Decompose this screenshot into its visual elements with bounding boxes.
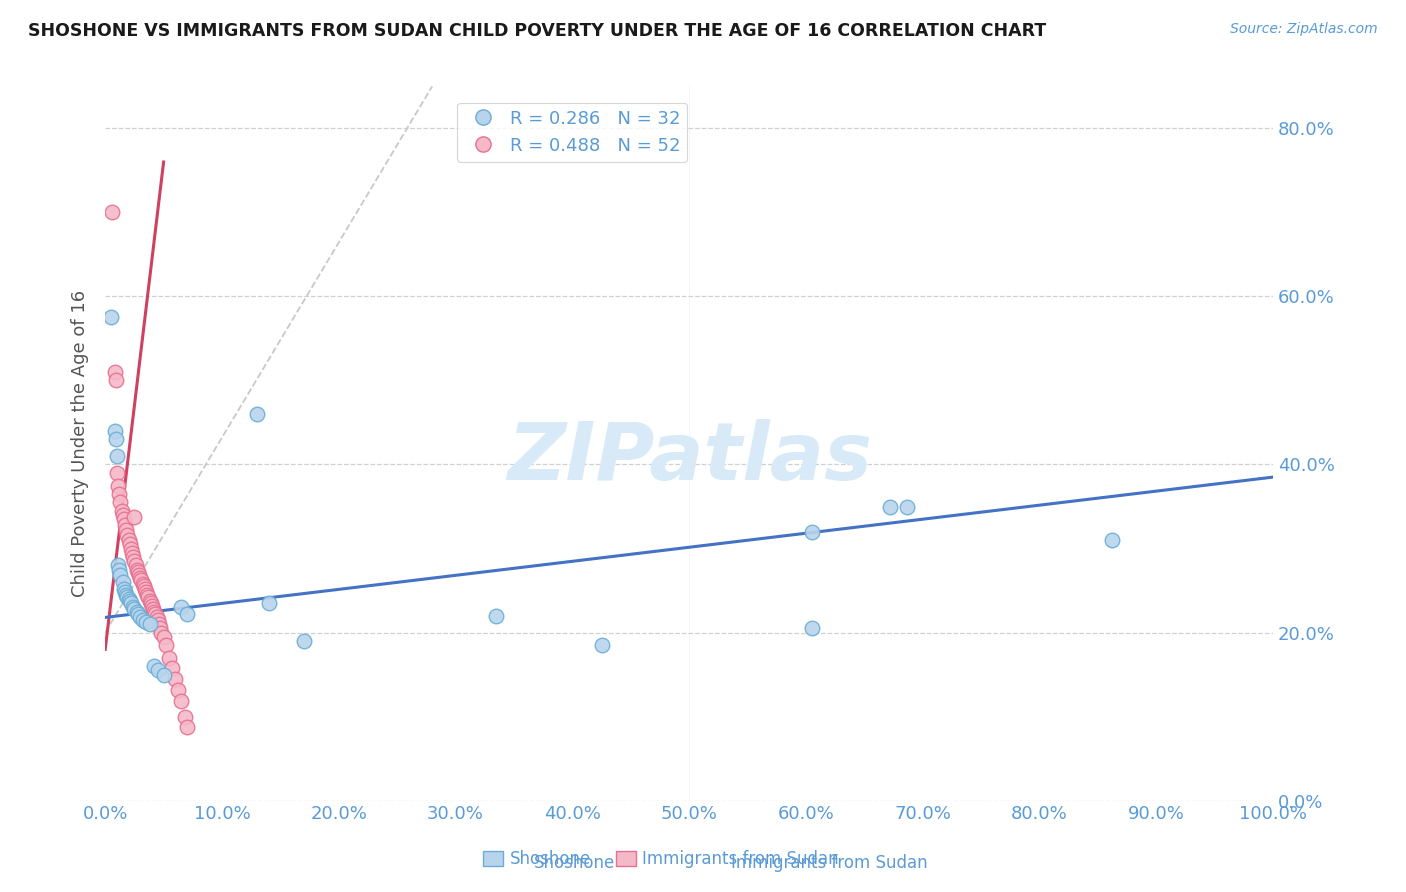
Point xyxy=(124,509,146,524)
Point xyxy=(1101,533,1123,548)
Point xyxy=(148,617,170,632)
Point xyxy=(110,568,132,582)
Point xyxy=(166,682,188,697)
Point xyxy=(118,593,141,607)
Point xyxy=(120,596,142,610)
Point xyxy=(114,585,136,599)
Point xyxy=(591,638,613,652)
Text: SHOSHONE VS IMMIGRANTS FROM SUDAN CHILD POVERTY UNDER THE AGE OF 16 CORRELATION : SHOSHONE VS IMMIGRANTS FROM SUDAN CHILD … xyxy=(28,22,1046,40)
Point xyxy=(142,602,165,616)
Point xyxy=(146,664,169,678)
Point xyxy=(145,607,167,621)
Point xyxy=(115,523,138,537)
Point xyxy=(800,524,823,539)
Point xyxy=(165,672,187,686)
Point xyxy=(800,621,823,635)
Point xyxy=(117,591,139,606)
Point xyxy=(136,588,159,602)
Point xyxy=(134,582,156,596)
Point xyxy=(150,625,173,640)
Point xyxy=(104,374,127,388)
Point xyxy=(143,605,166,619)
Point xyxy=(146,613,169,627)
Point xyxy=(120,541,142,556)
Point xyxy=(131,577,153,591)
Point xyxy=(122,600,145,615)
Point xyxy=(108,562,131,576)
Text: Immigrants from Sudan: Immigrants from Sudan xyxy=(731,855,928,872)
Point xyxy=(139,596,162,610)
Point xyxy=(129,610,152,624)
Point xyxy=(105,449,128,463)
Point xyxy=(896,500,918,514)
Point xyxy=(292,634,315,648)
Point xyxy=(138,617,160,632)
Point xyxy=(149,621,172,635)
Point xyxy=(125,562,148,576)
Point xyxy=(485,608,508,623)
Point xyxy=(131,613,153,627)
Point xyxy=(135,585,157,599)
Point xyxy=(112,582,135,596)
Point xyxy=(101,205,124,219)
Y-axis label: Child Poverty Under the Age of 16: Child Poverty Under the Age of 16 xyxy=(72,290,89,597)
Legend: Shoshone, Immigrants from Sudan: Shoshone, Immigrants from Sudan xyxy=(477,844,845,875)
Point xyxy=(159,650,181,665)
Legend: R = 0.286   N = 32, R = 0.488   N = 52: R = 0.286 N = 32, R = 0.488 N = 52 xyxy=(457,103,688,162)
Point xyxy=(141,599,163,613)
Point xyxy=(127,607,149,621)
Point xyxy=(127,565,149,579)
Point xyxy=(111,508,134,522)
Point xyxy=(105,466,128,480)
Point xyxy=(111,575,134,590)
Point xyxy=(117,528,139,542)
Point xyxy=(152,630,174,644)
Point xyxy=(125,605,148,619)
Point xyxy=(118,537,141,551)
Point xyxy=(124,602,146,616)
Point xyxy=(246,407,269,421)
Point xyxy=(112,512,135,526)
Text: Shoshone: Shoshone xyxy=(534,855,616,872)
Point xyxy=(122,549,145,564)
Point xyxy=(121,546,143,560)
Point xyxy=(107,558,129,573)
Text: ZIPatlas: ZIPatlas xyxy=(506,418,872,497)
Point xyxy=(103,424,125,438)
Point xyxy=(131,574,153,588)
Point xyxy=(138,591,160,605)
Point xyxy=(128,568,150,582)
Point xyxy=(100,310,122,325)
Point xyxy=(138,593,160,607)
Point xyxy=(152,667,174,681)
Point xyxy=(879,500,901,514)
Point xyxy=(117,533,139,548)
Point xyxy=(108,487,131,501)
Point xyxy=(135,615,157,630)
Point xyxy=(103,365,125,379)
Point xyxy=(176,720,198,734)
Point xyxy=(107,478,129,492)
Point xyxy=(132,579,155,593)
Point xyxy=(155,638,177,652)
Point xyxy=(115,588,138,602)
Point xyxy=(110,504,132,518)
Point xyxy=(104,432,127,446)
Point xyxy=(114,518,136,533)
Point xyxy=(160,661,183,675)
Point xyxy=(117,591,139,605)
Point xyxy=(129,571,152,585)
Point xyxy=(173,709,195,723)
Text: Source: ZipAtlas.com: Source: ZipAtlas.com xyxy=(1230,22,1378,37)
Point xyxy=(170,694,193,708)
Point xyxy=(176,607,198,621)
Point xyxy=(110,495,132,509)
Point xyxy=(257,596,280,610)
Point xyxy=(124,558,146,573)
Point xyxy=(170,600,193,615)
Point xyxy=(143,659,166,673)
Point xyxy=(145,610,167,624)
Point xyxy=(124,554,146,568)
